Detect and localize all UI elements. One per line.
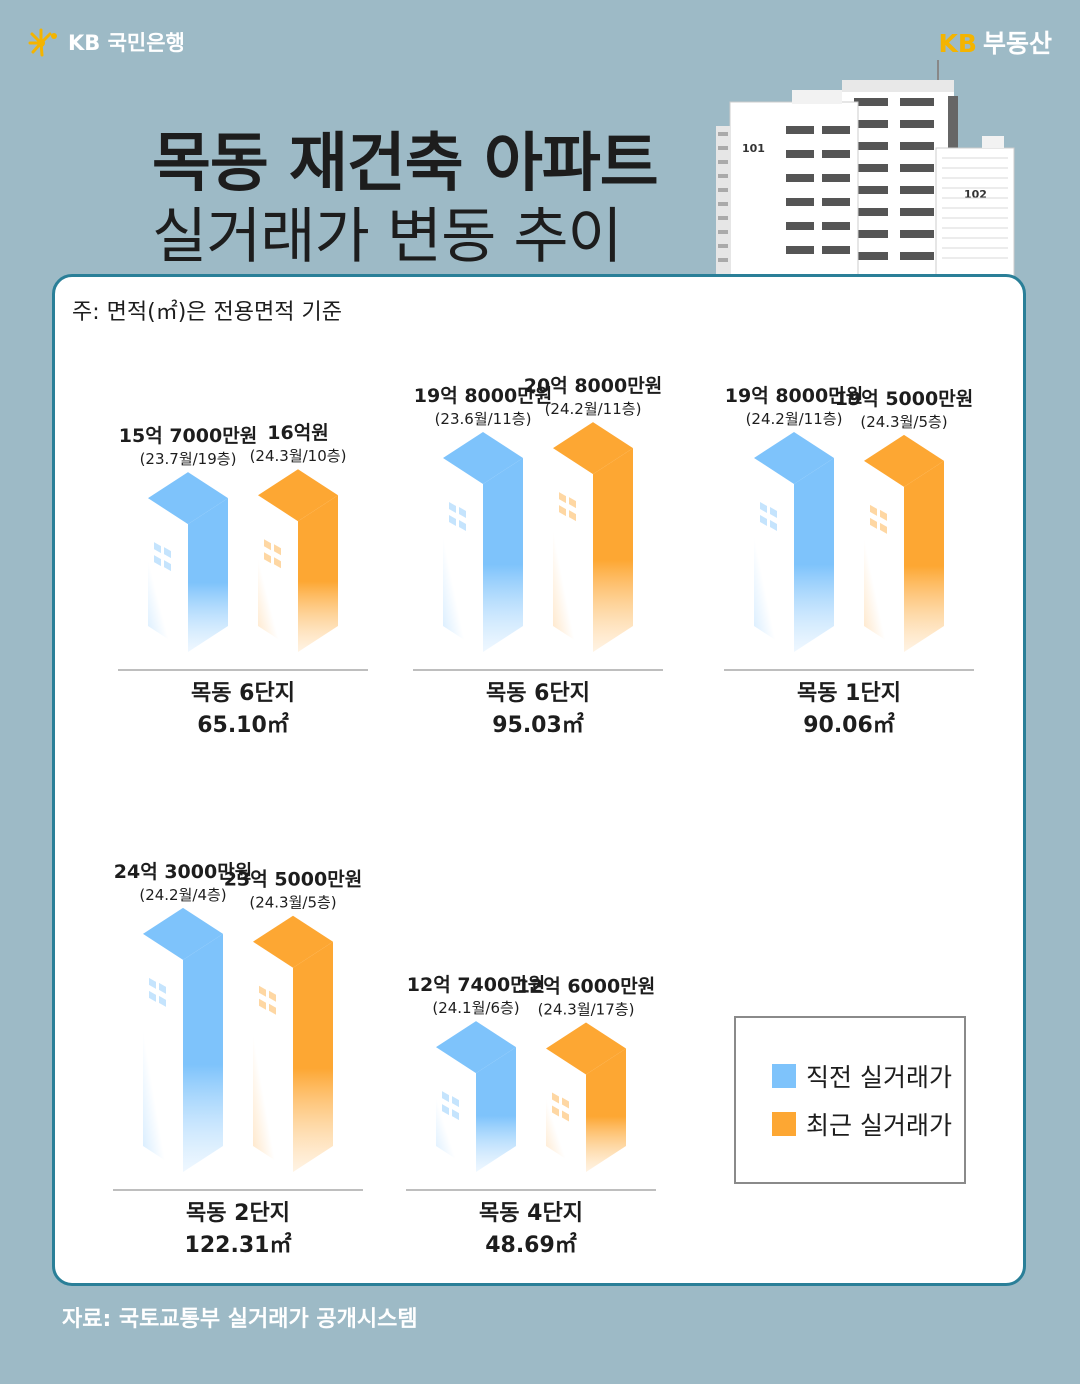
building-101-label: 101	[742, 142, 765, 155]
bar-previous-1-detail-label: (23.7월/19층)	[140, 450, 237, 468]
legend-label-previous: 직전 실거래가	[806, 1063, 952, 1092]
bar-previous-4-detail-label: (24.2월/4층)	[139, 886, 226, 904]
bar-recent-3-value-label: 19억 5000만원	[835, 388, 973, 410]
kb-mark: KB	[938, 29, 977, 58]
bar-recent-4: 23억 5000만원 (24.3월/5층)	[224, 869, 362, 1172]
bar-previous-3: 19억 8000만원 (24.2월/11층)	[725, 385, 863, 652]
bar-previous-1: 15억 7000만원 (23.7월/19층)	[119, 425, 257, 652]
legend-swatch-recent	[772, 1112, 796, 1136]
bar-recent-5: 12억 6000만원 (24.3월/17층)	[517, 976, 655, 1172]
bar-previous-5-detail-label: (24.1월/6층)	[432, 999, 519, 1017]
bar-previous-4-value-label: 24억 3000만원	[114, 861, 252, 883]
bar-recent-3-detail-label: (24.3월/5층)	[860, 413, 947, 431]
page-title: 목동 재건축 아파트	[152, 127, 659, 201]
complex-name-5: 목동 4단지	[479, 1201, 583, 1226]
legend-swatch-previous	[772, 1064, 796, 1088]
complex-name-2: 목동 6단지	[486, 681, 590, 706]
page-subtitle: 실거래가 변동 추이	[152, 202, 623, 272]
complex-area-2: 95.03㎡	[492, 712, 584, 738]
bar-previous-2: 19억 8000만원 (23.6월/11층)	[414, 385, 552, 652]
bar-recent-2-value-label: 20억 8000만원	[524, 375, 662, 397]
legend-item-recent: 최근 실거래가	[772, 1106, 952, 1142]
apartment-illustration: 101 102	[716, 60, 1015, 276]
source-note: 자료: 국토교통부 실거래가 공개시스템	[62, 1307, 418, 1332]
complex-name-4: 목동 2단지	[186, 1201, 290, 1226]
bar-recent-5-value-label: 12억 6000만원	[517, 976, 655, 998]
bar-recent-5-detail-label: (24.3월/17층)	[538, 1001, 635, 1019]
bar-previous-3-detail-label: (24.2월/11층)	[746, 410, 843, 428]
kb-star-icon	[28, 28, 57, 57]
legend-item-previous: 직전 실거래가	[772, 1058, 952, 1094]
complex-name-3: 목동 1단지	[797, 681, 901, 706]
legend: 직전 실거래가 최근 실거래가	[734, 1016, 966, 1184]
complex-area-1: 65.10㎡	[197, 712, 289, 738]
bank-name: KB 국민은행	[68, 31, 185, 55]
bar-previous-4: 24억 3000만원 (24.2월/4층)	[114, 861, 252, 1172]
complex-name-1: 목동 6단지	[191, 681, 295, 706]
bar-recent-1: 16억원 (24.3월/10층)	[250, 422, 347, 652]
kb-bank-logo: KB 국민은행	[28, 26, 185, 58]
complex-area-4: 122.31㎡	[185, 1232, 292, 1258]
header: KB 국민은행 KB 부동산 목동 재건축 아파트 실거래가 변동 추이 101 …	[0, 0, 1080, 280]
kb-realestate-logo: KB 부동산	[939, 24, 1052, 60]
bar-recent-3: 19억 5000만원 (24.3월/5층)	[835, 388, 973, 652]
bar-recent-4-value-label: 23억 5000만원	[224, 869, 362, 891]
bar-recent-2: 20억 8000만원 (24.2월/11층)	[524, 375, 662, 652]
bar-recent-2-detail-label: (24.2월/11층)	[545, 400, 642, 418]
bar-recent-1-value-label: 16억원	[267, 422, 328, 444]
bar-previous-1-value-label: 15억 7000만원	[119, 425, 257, 447]
bar-previous-5: 12억 7400만원 (24.1월/6층)	[407, 974, 545, 1172]
complex-area-5: 48.69㎡	[485, 1232, 577, 1258]
bar-previous-2-value-label: 19억 8000만원	[414, 385, 552, 407]
legend-label-recent: 최근 실거래가	[806, 1111, 952, 1140]
bar-recent-1-detail-label: (24.3월/10층)	[250, 447, 347, 465]
bar-previous-3-value-label: 19억 8000만원	[725, 385, 863, 407]
area-note: 주: 면적(㎡)은 전용면적 기준	[72, 300, 342, 325]
bar-recent-4-detail-label: (24.3월/5층)	[249, 894, 336, 912]
complex-area-3: 90.06㎡	[803, 712, 895, 738]
bar-previous-2-detail-label: (23.6월/11층)	[435, 410, 532, 428]
bar-previous-5-value-label: 12억 7400만원	[407, 974, 545, 996]
brand-name: 부동산	[982, 29, 1052, 58]
